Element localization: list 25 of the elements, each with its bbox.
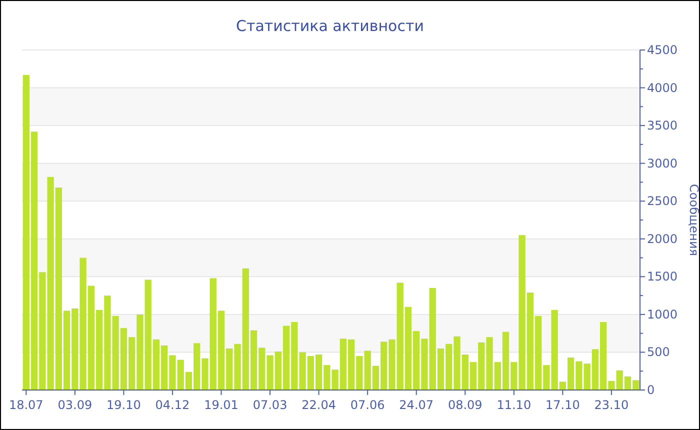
y-tick-label: 4500 xyxy=(647,43,678,57)
y-tick-label: 1500 xyxy=(647,270,678,284)
y-tick-label: 3500 xyxy=(647,118,678,133)
y-tick-label: 0 xyxy=(647,383,655,397)
y-tick-label: 1000 xyxy=(647,307,678,322)
x-tick-label: 19.10 xyxy=(106,398,141,412)
x-tick-label: 07.03 xyxy=(252,398,288,412)
x-tick-label: 07.06 xyxy=(350,398,385,412)
x-tick-label: 17.10 xyxy=(546,398,580,412)
y-tick-label: 3000 xyxy=(647,156,678,170)
y-tick-label: 4000 xyxy=(647,80,678,95)
chart-title: Статистика активности xyxy=(236,17,424,35)
x-tick-label: 22.04 xyxy=(302,398,336,412)
x-tick-label: 04.12 xyxy=(155,398,190,412)
y-tick-label: 2000 xyxy=(647,232,678,246)
x-tick-label: 24.07 xyxy=(399,398,434,412)
x-tick-label: 03.09 xyxy=(58,398,92,412)
y-tick-label: 500 xyxy=(647,345,670,360)
x-tick-label: 23.10 xyxy=(594,398,629,412)
x-tick-label: 11.10 xyxy=(496,398,532,412)
x-tick-label: 08.09 xyxy=(448,398,482,412)
x-tick-label: 18.07 xyxy=(8,398,44,412)
x-tick-label: 19.01 xyxy=(204,398,238,412)
y-axis-title: Сообщения xyxy=(687,184,700,256)
y-tick-label: 2500 xyxy=(647,194,678,208)
